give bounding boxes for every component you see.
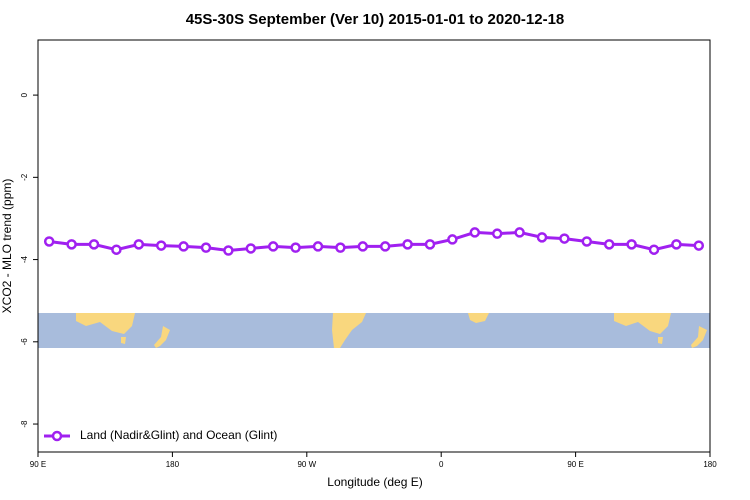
y-tick-label: 0 [20,92,29,97]
data-point [603,239,615,250]
data-point [379,241,391,252]
chart-title: 45S-30S September (Ver 10) 2015-01-01 to… [186,11,565,28]
data-point [155,240,167,251]
data-point [626,239,637,250]
legend-label: Land (Nadir&Glint) and Ocean (Glint) [80,428,277,442]
x-tick-label: 180 [703,460,717,469]
data-point [245,243,257,254]
data-point [312,241,324,252]
y-tick-label: -8 [20,420,29,428]
data-point [559,233,570,244]
y-tick-label: -2 [20,173,29,181]
data-point [424,239,436,250]
y-tick-label: -4 [20,255,29,263]
plot-frame [37,39,711,453]
x-tick-label: 180 [166,460,180,469]
data-point [447,234,458,245]
data-point [66,239,77,250]
data-point [290,242,301,253]
y-axis-label: XCO2 - MLO trend (ppm) [0,179,14,314]
y-tick-label: -6 [20,338,29,346]
series-line [49,230,699,253]
data-point [335,242,346,253]
data-point [357,241,369,252]
data-point [43,236,55,247]
map-strip [38,313,710,348]
x-tick-label: 90 E [567,460,583,469]
data-point [648,244,660,255]
x-tick-label: 90 W [297,460,316,469]
data-point [402,239,413,250]
data-point [671,239,682,250]
data-point [223,245,234,256]
data-point [111,244,122,255]
data-point [178,241,189,252]
data-point [267,241,279,252]
data-point [536,232,548,243]
data-point [491,228,503,239]
x-tick-label: 90 E [30,460,46,469]
data-point [469,227,481,238]
data-point [514,227,525,238]
x-tick-label: 0 [439,460,444,469]
data-point [200,242,212,253]
legend-marker [51,430,63,442]
data-point [581,236,593,247]
data-point [88,239,100,250]
x-axis-label: Longitude (deg E) [327,475,422,489]
data-point [693,240,705,251]
data-point [133,239,145,250]
